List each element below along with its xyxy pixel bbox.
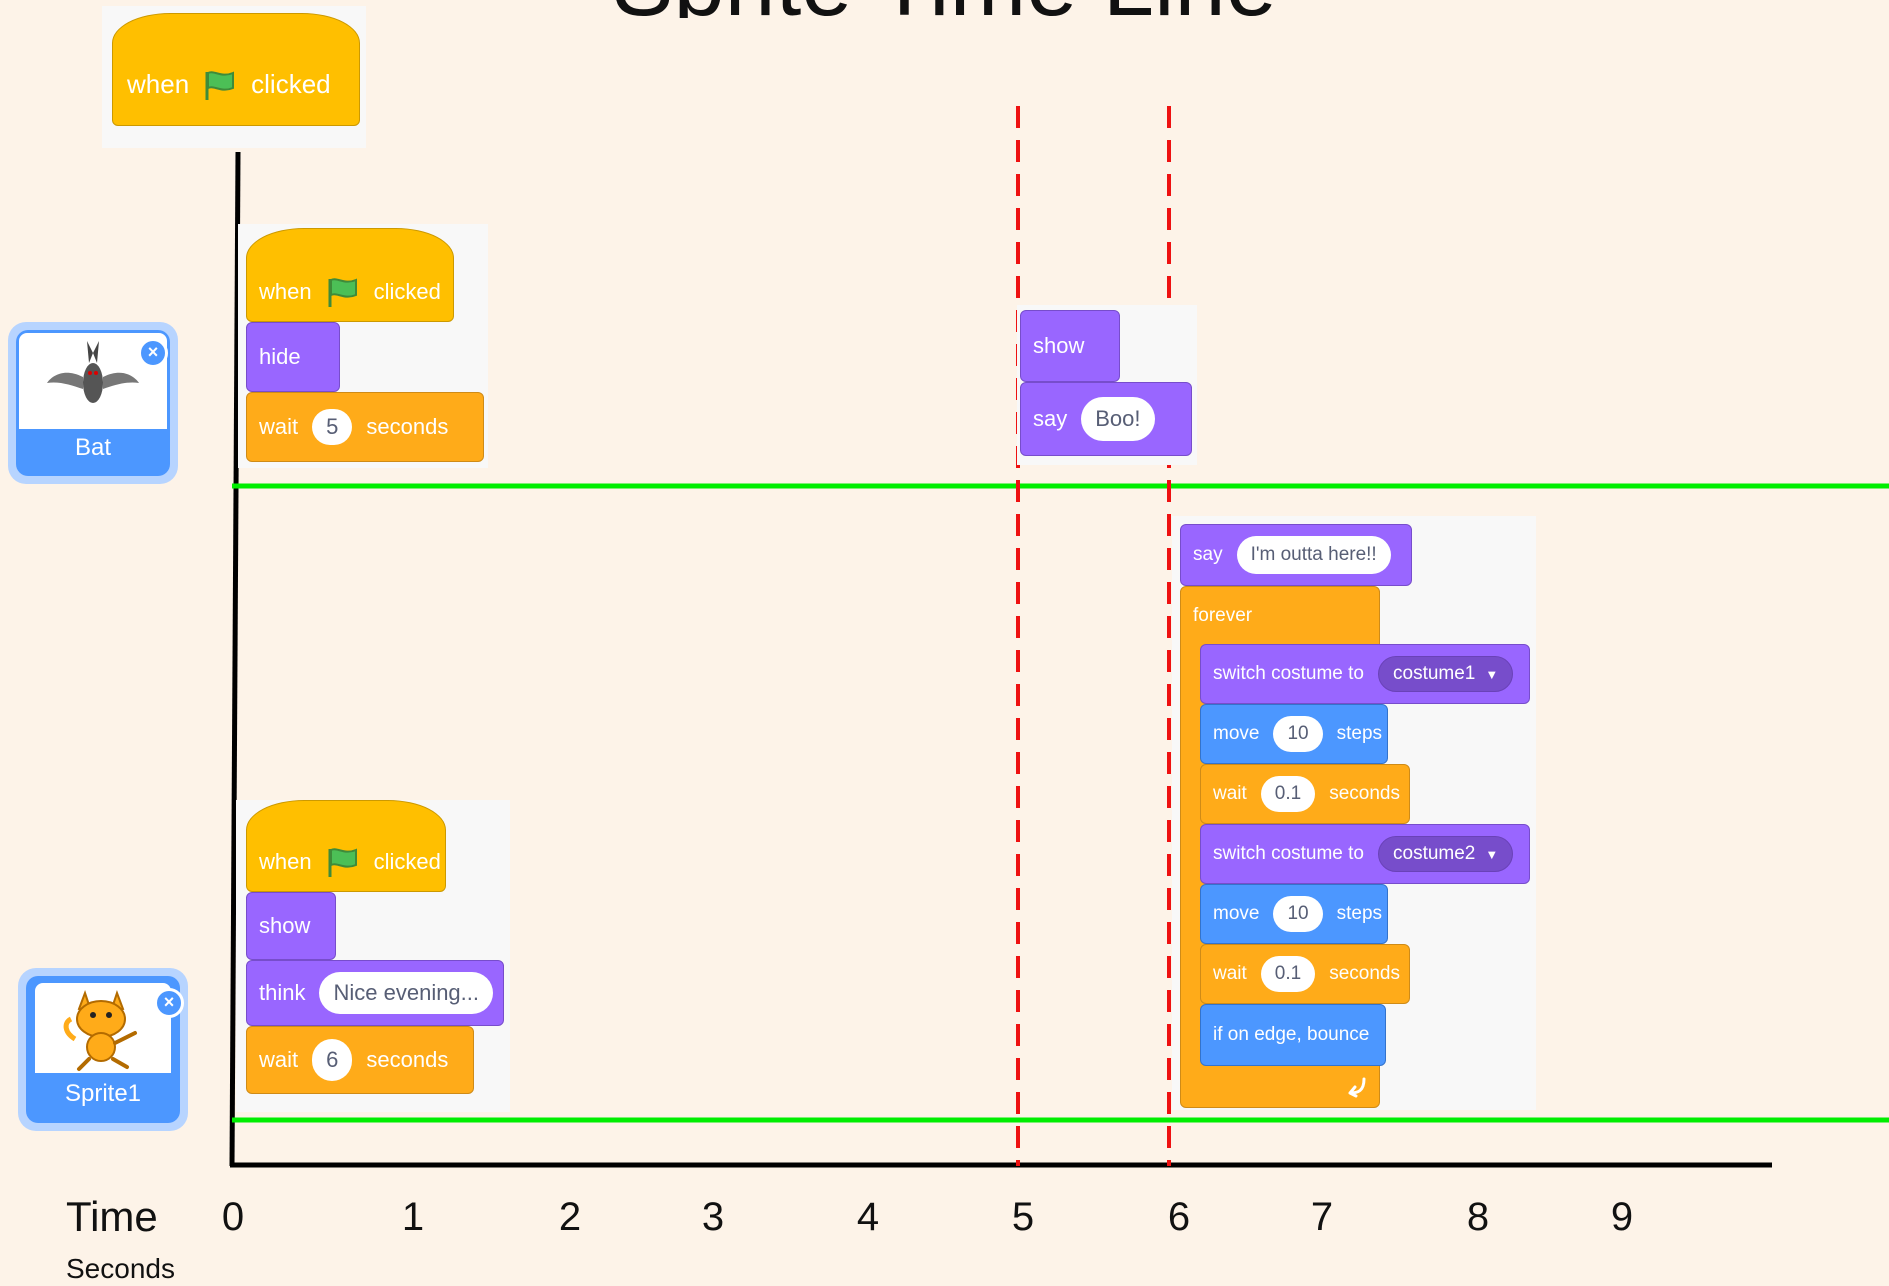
sprite1-show-block[interactable]: show [246,892,336,960]
switch-costume2-block[interactable]: switch costume to costume2 ▼ [1200,824,1530,884]
hide-block[interactable]: hide [246,322,340,392]
axis-unit-label: Seconds [66,1253,175,1284]
bat-sprite-name: Bat [74,434,112,461]
loop-arrow-icon [1348,1077,1366,1098]
bat-icon [47,341,139,403]
seconds-label: seconds [1329,783,1400,804]
sprite1-sprite-tile[interactable]: Sprite1 × [18,968,188,1131]
wait-label: wait [1213,963,1247,984]
when-label: when [127,69,190,99]
bat-sprite-tile[interactable]: Bat × [8,322,178,484]
sprite1-close-icon[interactable]: × [154,988,184,1018]
steps-label: steps [1336,903,1383,924]
green-flag-icon [205,70,235,100]
tick-label: 7 [1310,1195,1334,1239]
say-label: say [1193,544,1223,565]
wait-label: wait [259,414,299,439]
bounce-label: if on edge, bounce [1213,1024,1370,1045]
wait-5-seconds-block[interactable]: wait 5 seconds [246,392,484,462]
forever-label: forever [1193,605,1253,626]
say-boo-block[interactable]: say Boo! [1020,382,1192,456]
think-label: think [259,980,306,1005]
say-outta-here-block[interactable]: say I'm outta here!! [1180,524,1412,586]
tick-label: 5 [1011,1195,1035,1239]
seconds-label: seconds [366,414,449,439]
vertical-axis [229,151,241,1167]
page-title: Sprite Time Line [0,0,1889,18]
tick-label: 8 [1466,1195,1490,1239]
axis-label-time: Time [66,1193,158,1240]
say-text-input[interactable]: Boo! [1081,397,1155,441]
tick-label: 2 [558,1195,582,1239]
chevron-down-icon: ▼ [1485,666,1499,682]
costume-dropdown[interactable]: costume2 ▼ [1378,836,1514,872]
chevron-down-icon: ▼ [1485,846,1499,862]
tick-label: 4 [856,1195,880,1239]
cat-icon [63,990,137,1071]
steps-label: steps [1336,723,1383,744]
wait-label: wait [1213,783,1247,804]
when-label: when [259,279,312,304]
move-10-steps-block-2[interactable]: move 10 steps [1200,884,1388,944]
clicked-label: clicked [251,69,331,99]
seconds-label: seconds [366,1047,449,1072]
hide-label: hide [259,344,301,369]
show-label: show [1033,333,1085,358]
think-block[interactable]: think Nice evening... [246,960,504,1026]
show-label: show [259,913,311,938]
wait-6-seconds-block[interactable]: wait 6 seconds [246,1026,474,1094]
wait-0-1-seconds-block-2[interactable]: wait 0.1 seconds [1200,944,1410,1004]
wait-seconds-input[interactable]: 0.1 [1260,776,1316,812]
think-text-input[interactable]: Nice evening... [319,972,494,1014]
tick-label: 1 [401,1195,425,1239]
move-label: move [1213,903,1260,924]
bat-close-icon[interactable]: × [138,338,168,368]
switch-costume-label: switch costume to [1213,663,1364,684]
seconds-label: seconds [1329,963,1400,984]
move-steps-input[interactable]: 10 [1273,896,1323,932]
sprite1-thumbnail [35,983,171,1073]
when-label: when [259,849,312,874]
sprite1-when-flag-clicked-block[interactable]: when clicked [246,800,446,892]
clicked-label: clicked [373,849,441,874]
tick-label: 6 [1167,1195,1191,1239]
wait-label: wait [259,1047,299,1072]
move-10-steps-block-1[interactable]: move 10 steps [1200,704,1388,764]
move-label: move [1213,723,1260,744]
green-flag-icon [328,848,357,877]
costume-dropdown[interactable]: costume1 ▼ [1378,656,1514,692]
wait-seconds-input[interactable]: 0.1 [1260,956,1316,992]
tick-label: 9 [1610,1195,1634,1239]
bat-when-flag-clicked-block[interactable]: when clicked [246,228,454,322]
wait-seconds-input[interactable]: 5 [312,409,353,445]
say-text-input[interactable]: I'm outta here!! [1236,536,1391,574]
costume-dropdown-value: costume2 [1393,843,1476,864]
show-block[interactable]: show [1020,310,1120,382]
wait-0-1-seconds-block-1[interactable]: wait 0.1 seconds [1200,764,1410,824]
switch-costume1-block[interactable]: switch costume to costume1 ▼ [1200,644,1530,704]
wait-seconds-input[interactable]: 6 [312,1039,353,1081]
costume-dropdown-value: costume1 [1393,663,1476,684]
tick-label: 0 [221,1195,245,1239]
sprite1-sprite-name: Sprite1 [64,1080,142,1107]
when-flag-clicked-block[interactable]: when clicked [112,13,360,126]
tick-label: 3 [701,1195,725,1239]
move-steps-input[interactable]: 10 [1273,716,1323,752]
switch-costume-label: switch costume to [1213,843,1364,864]
if-on-edge-bounce-block[interactable]: if on edge, bounce [1200,1004,1386,1066]
clicked-label: clicked [373,279,441,304]
say-label: say [1033,406,1068,431]
green-flag-icon [328,278,357,307]
